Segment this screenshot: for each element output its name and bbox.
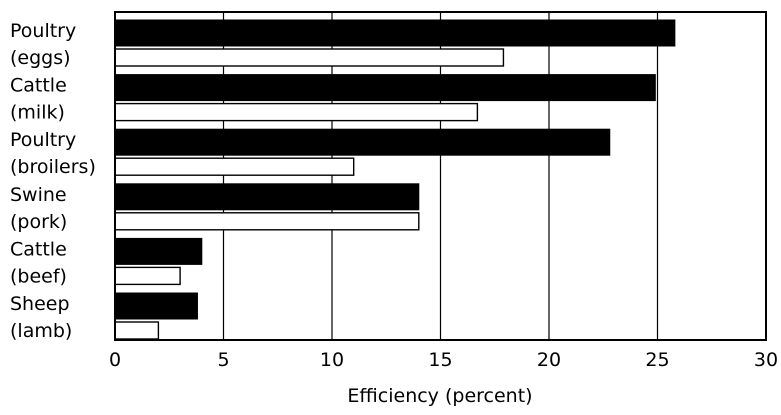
bar-dark-3: [114, 183, 420, 211]
category-label-2-line1: Poultry: [10, 129, 76, 151]
bar-light-5: [114, 321, 160, 340]
x-tick-label-30: 30: [754, 349, 778, 371]
x-axis-title: Efficiency (percent): [347, 385, 532, 407]
category-label-3-line2: (pork): [10, 211, 67, 233]
bar-light-4: [114, 266, 181, 286]
bar-layer: [114, 19, 676, 340]
category-label-5-line1: Sheep: [10, 293, 70, 315]
bar-light-2: [114, 157, 355, 176]
bar-dark-0: [114, 19, 676, 47]
category-label-3-line1: Swine: [10, 184, 67, 206]
category-label-1-line2: (milk): [10, 102, 65, 124]
category-label-5-line2: (lamb): [10, 320, 72, 342]
category-label-0-line2: (eggs): [10, 47, 71, 69]
x-tick-label-20: 20: [537, 349, 561, 371]
category-label-4-line2: (beef): [10, 265, 67, 287]
plot-frame: [114, 11, 767, 341]
x-tick-label-0: 0: [109, 349, 121, 371]
bar-light-0: [114, 48, 505, 67]
bar-light-3: [114, 212, 420, 231]
bar-dark-2: [114, 128, 611, 156]
x-tick-label-5: 5: [217, 349, 229, 371]
x-tick-label-15: 15: [428, 349, 452, 371]
x-tick-label-10: 10: [320, 349, 344, 371]
bar-dark-1: [114, 74, 656, 102]
category-label-0-line1: Poultry: [10, 20, 76, 42]
category-label-1-line1: Cattle: [10, 75, 67, 97]
bar-dark-4: [114, 237, 203, 265]
bar-light-1: [114, 102, 479, 122]
bar-dark-5: [114, 292, 198, 320]
x-tick-label-25: 25: [645, 349, 669, 371]
category-label-2-line2: (broilers): [10, 156, 96, 178]
frame-layer: [114, 11, 767, 341]
label-layer: 0 5 10 15 20 25 30 Poultry (eggs) Cattle (milk) Pou…: [10, 20, 778, 371]
category-label-4-line1: Cattle: [10, 238, 67, 260]
